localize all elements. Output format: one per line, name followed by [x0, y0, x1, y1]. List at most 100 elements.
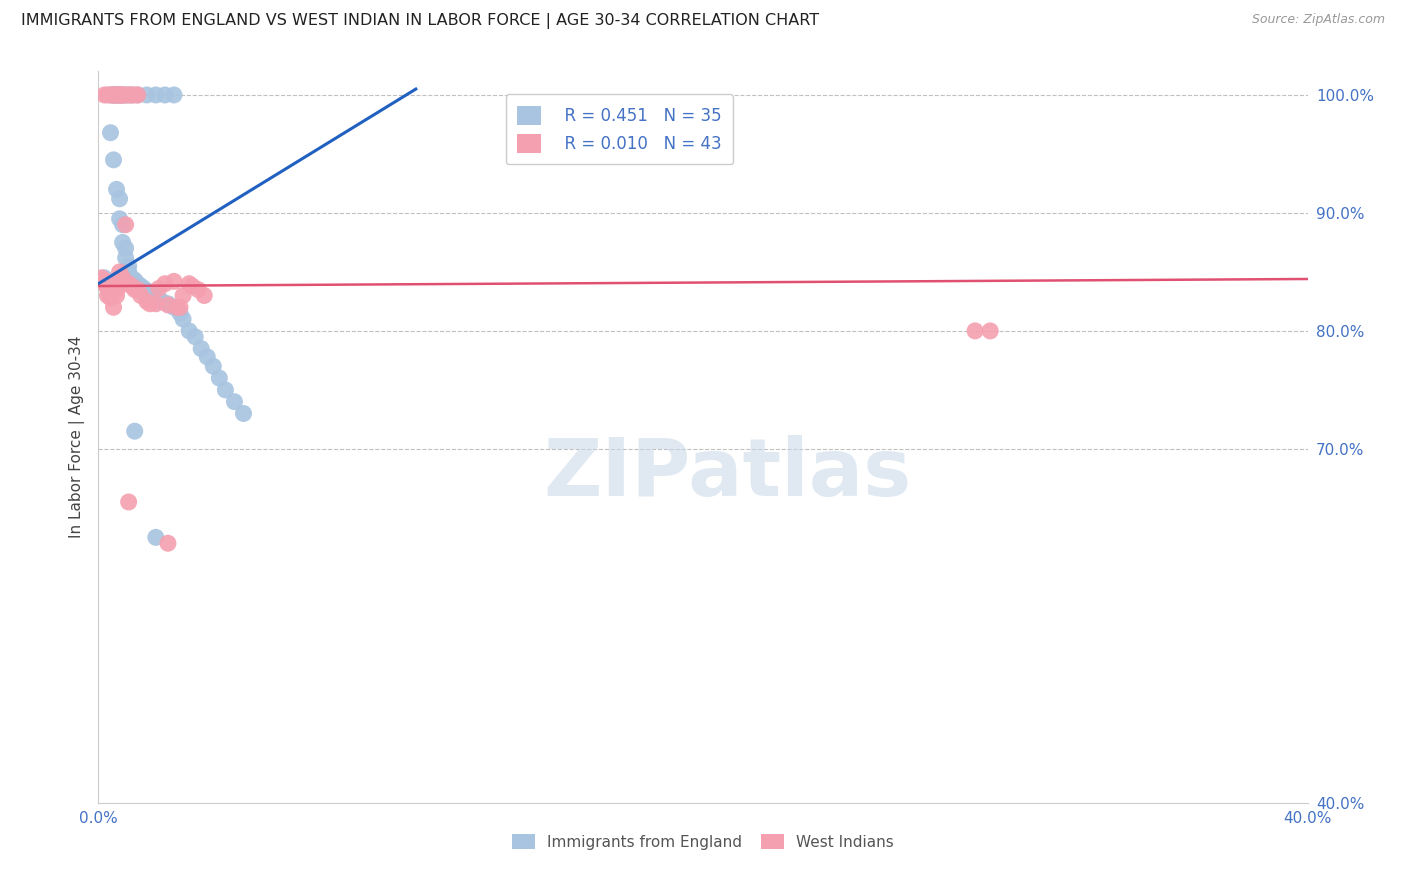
Point	[100, 87, 122, 102]
Point	[124, 283, 146, 297]
Point	[181, 279, 204, 293]
Point	[103, 87, 125, 102]
Point	[121, 87, 143, 102]
Point	[153, 277, 176, 291]
Point	[103, 87, 125, 102]
Point	[156, 297, 179, 311]
Point	[111, 87, 134, 102]
Point	[127, 87, 149, 102]
Point	[224, 394, 246, 409]
Point	[118, 265, 141, 279]
Point	[187, 283, 209, 297]
Point	[118, 495, 141, 509]
Point	[111, 87, 134, 102]
Point	[148, 281, 170, 295]
Point	[108, 279, 131, 293]
Point	[139, 285, 162, 299]
Point	[163, 87, 186, 102]
Point	[114, 218, 136, 232]
Point	[129, 288, 152, 302]
Text: ZIPatlas: ZIPatlas	[543, 434, 911, 513]
Point	[93, 273, 115, 287]
Text: Source: ZipAtlas.com: Source: ZipAtlas.com	[1251, 13, 1385, 27]
Point	[118, 259, 141, 273]
Point	[96, 288, 118, 302]
Point	[93, 87, 115, 102]
Point	[129, 279, 152, 293]
Point	[169, 301, 191, 315]
Point	[105, 87, 128, 102]
Point	[142, 287, 165, 301]
Point	[108, 87, 131, 102]
Point	[965, 324, 987, 338]
Point	[111, 277, 134, 291]
Point	[108, 265, 131, 279]
Point	[202, 359, 225, 374]
Point	[114, 241, 136, 255]
Point	[105, 87, 128, 102]
Point	[127, 277, 149, 291]
Point	[111, 87, 134, 102]
Point	[105, 288, 128, 302]
Point	[111, 87, 134, 102]
Point	[156, 298, 179, 312]
Point	[93, 277, 115, 291]
Point	[124, 273, 146, 287]
Y-axis label: In Labor Force | Age 30-34: In Labor Force | Age 30-34	[69, 335, 86, 539]
Point	[114, 251, 136, 265]
Legend: Immigrants from England, West Indians: Immigrants from England, West Indians	[505, 826, 901, 857]
Point	[103, 87, 125, 102]
Point	[96, 281, 118, 295]
Point	[121, 270, 143, 285]
Point	[232, 407, 254, 421]
Point	[114, 87, 136, 102]
Point	[172, 312, 194, 326]
Point	[979, 324, 1001, 338]
Point	[103, 281, 125, 295]
Point	[179, 277, 201, 291]
Point	[93, 270, 115, 285]
Point	[105, 87, 128, 102]
Point	[96, 279, 118, 293]
Point	[132, 281, 155, 295]
Point	[135, 294, 157, 309]
Point	[124, 87, 146, 102]
Point	[100, 291, 122, 305]
Point	[193, 288, 215, 302]
Text: IMMIGRANTS FROM ENGLAND VS WEST INDIAN IN LABOR FORCE | AGE 30-34 CORRELATION CH: IMMIGRANTS FROM ENGLAND VS WEST INDIAN I…	[21, 13, 820, 29]
Point	[105, 279, 128, 293]
Point	[111, 270, 134, 285]
Point	[108, 87, 131, 102]
Point	[118, 87, 141, 102]
Point	[153, 87, 176, 102]
Point	[145, 87, 167, 102]
Point	[108, 192, 131, 206]
Point	[163, 301, 186, 315]
Point	[169, 306, 191, 320]
Point	[108, 87, 131, 102]
Point	[100, 87, 122, 102]
Point	[145, 290, 167, 304]
Point	[145, 297, 167, 311]
Point	[121, 87, 143, 102]
Point	[139, 297, 162, 311]
Point	[114, 87, 136, 102]
Point	[100, 285, 122, 299]
Point	[103, 301, 125, 315]
Point	[100, 126, 122, 140]
Point	[127, 283, 149, 297]
Point	[124, 424, 146, 438]
Point	[108, 270, 131, 285]
Point	[214, 383, 236, 397]
Point	[100, 280, 122, 294]
Point	[111, 218, 134, 232]
Point	[184, 330, 207, 344]
Point	[163, 274, 186, 288]
Point	[111, 235, 134, 250]
Point	[121, 279, 143, 293]
Point	[208, 371, 231, 385]
Point	[105, 182, 128, 196]
Point	[166, 301, 188, 315]
Point	[179, 324, 201, 338]
Point	[148, 292, 170, 306]
